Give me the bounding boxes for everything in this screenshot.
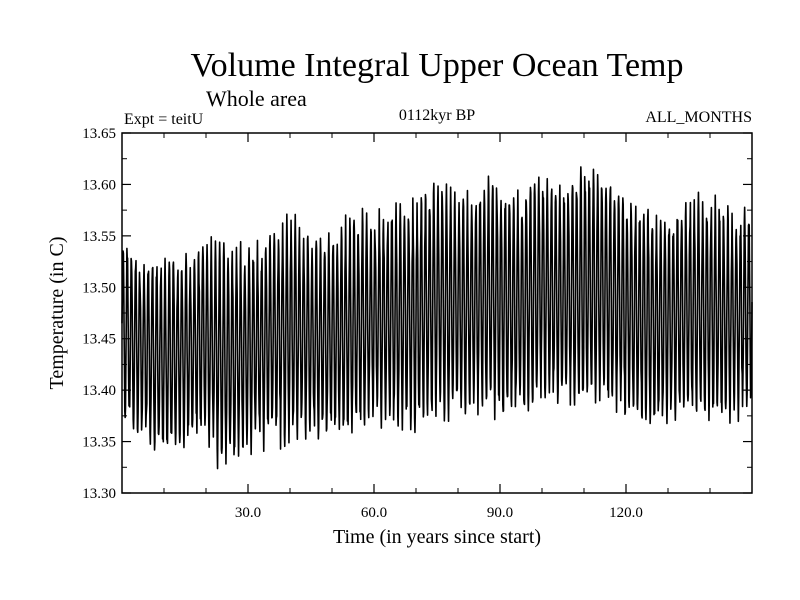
y-tick-label: 13.60 [82,177,116,193]
x-tick-label: 90.0 [487,505,513,521]
chart-title: Volume Integral Upper Ocean Temp [191,47,684,84]
temperature-series-line [121,166,753,470]
y-tick-label: 13.65 [82,126,116,142]
y-axis-label: Temperature (in C) [46,237,68,390]
y-tick-label: 13.40 [82,383,116,399]
months-label: ALL_MONTHS [645,109,752,126]
y-axis: 13.30 13.35 13.40 13.45 13.50 13.55 13.60 13.65 [82,126,752,502]
plot-area [121,132,753,494]
y-tick-label: 13.30 [82,486,116,502]
x-tick-label: 60.0 [361,505,387,521]
x-tick-label: 120.0 [609,505,643,521]
x-tick-label: 30.0 [235,505,261,521]
period-label: 0112kyr BP [399,107,475,124]
y-tick-label: 13.55 [82,229,116,245]
y-tick-label: 13.45 [82,332,116,348]
chart-subtitle: Whole area [206,86,307,111]
x-axis-label: Time (in years since start) [333,526,541,548]
y-tick-label: 13.35 [82,435,116,451]
y-tick-label: 13.50 [82,280,116,296]
x-axis: 30.0 60.0 90.0 120.0 [163,133,711,521]
experiment-label: Expt = teitU [124,111,204,128]
